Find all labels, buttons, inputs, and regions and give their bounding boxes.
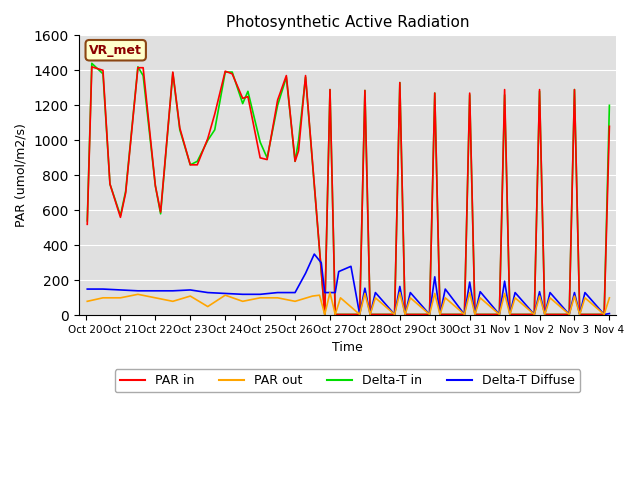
- PAR out: [326, 290, 334, 296]
- PAR out: [426, 312, 433, 317]
- PAR out: [461, 312, 468, 317]
- PAR out: [436, 312, 444, 317]
- PAR out: [511, 295, 519, 300]
- PAR out: [391, 312, 399, 317]
- PAR out: [401, 312, 409, 317]
- PAR in: [88, 64, 95, 70]
- PAR out: [239, 299, 246, 304]
- Delta-T Diffuse: [471, 312, 479, 317]
- PAR out: [536, 293, 543, 299]
- PAR out: [366, 312, 374, 317]
- PAR out: [221, 292, 229, 298]
- PAR out: [506, 312, 514, 317]
- Line: PAR in: PAR in: [87, 67, 609, 314]
- Delta-T in: [83, 218, 91, 224]
- Line: Delta-T in: Delta-T in: [87, 63, 609, 314]
- Delta-T in: [426, 312, 433, 317]
- PAR out: [442, 295, 449, 300]
- PAR in: [366, 312, 374, 317]
- Delta-T Diffuse: [600, 312, 608, 317]
- PAR out: [541, 312, 548, 317]
- PAR out: [605, 295, 613, 300]
- X-axis label: Time: Time: [332, 341, 363, 354]
- Delta-T Diffuse: [605, 311, 613, 316]
- PAR out: [466, 290, 474, 296]
- Delta-T Diffuse: [321, 290, 328, 296]
- PAR out: [134, 291, 141, 297]
- PAR out: [576, 312, 584, 317]
- PAR in: [495, 312, 503, 317]
- Text: VR_met: VR_met: [90, 44, 142, 57]
- PAR out: [274, 295, 282, 300]
- PAR out: [152, 295, 159, 300]
- PAR out: [500, 290, 508, 296]
- PAR out: [291, 299, 299, 304]
- Delta-T in: [88, 60, 95, 66]
- PAR in: [83, 221, 91, 227]
- PAR out: [361, 290, 369, 296]
- Title: Photosynthetic Active Radiation: Photosynthetic Active Radiation: [226, 15, 469, 30]
- PAR out: [396, 290, 404, 296]
- Delta-T Diffuse: [83, 286, 91, 292]
- PAR in: [321, 312, 328, 317]
- Delta-T in: [401, 312, 409, 317]
- PAR out: [321, 312, 328, 317]
- Delta-T Diffuse: [326, 290, 334, 296]
- PAR out: [204, 304, 212, 310]
- Legend: PAR in, PAR out, Delta-T in, Delta-T Diffuse: PAR in, PAR out, Delta-T in, Delta-T Dif…: [115, 369, 580, 392]
- PAR out: [531, 312, 538, 317]
- Line: PAR out: PAR out: [87, 293, 609, 314]
- PAR in: [391, 312, 399, 317]
- PAR out: [99, 295, 107, 300]
- PAR out: [471, 312, 479, 317]
- Delta-T Diffuse: [310, 251, 318, 257]
- Delta-T Diffuse: [274, 290, 282, 296]
- Y-axis label: PAR (umol/m2/s): PAR (umol/m2/s): [15, 123, 28, 227]
- Delta-T Diffuse: [500, 278, 508, 284]
- PAR out: [600, 312, 608, 317]
- PAR in: [605, 123, 613, 129]
- Delta-T in: [321, 312, 328, 317]
- PAR out: [169, 299, 177, 304]
- PAR out: [83, 299, 91, 304]
- PAR out: [476, 295, 484, 300]
- Line: Delta-T Diffuse: Delta-T Diffuse: [87, 254, 609, 314]
- PAR out: [316, 292, 323, 298]
- PAR out: [431, 290, 438, 296]
- Delta-T in: [211, 127, 219, 132]
- PAR out: [372, 295, 380, 300]
- Delta-T in: [391, 312, 399, 317]
- PAR out: [581, 295, 589, 300]
- PAR in: [211, 111, 219, 117]
- PAR out: [406, 295, 414, 300]
- Delta-T Diffuse: [356, 312, 364, 317]
- PAR out: [495, 312, 503, 317]
- PAR out: [256, 295, 264, 300]
- PAR out: [116, 295, 124, 300]
- PAR in: [426, 312, 433, 317]
- PAR out: [308, 293, 316, 299]
- PAR out: [571, 293, 579, 299]
- Delta-T in: [495, 312, 503, 317]
- PAR out: [186, 293, 194, 299]
- PAR out: [332, 312, 339, 317]
- PAR out: [546, 295, 554, 300]
- PAR in: [401, 312, 409, 317]
- Delta-T in: [605, 102, 613, 108]
- PAR out: [356, 312, 364, 317]
- PAR out: [337, 295, 344, 300]
- Delta-T in: [366, 312, 374, 317]
- PAR out: [565, 312, 573, 317]
